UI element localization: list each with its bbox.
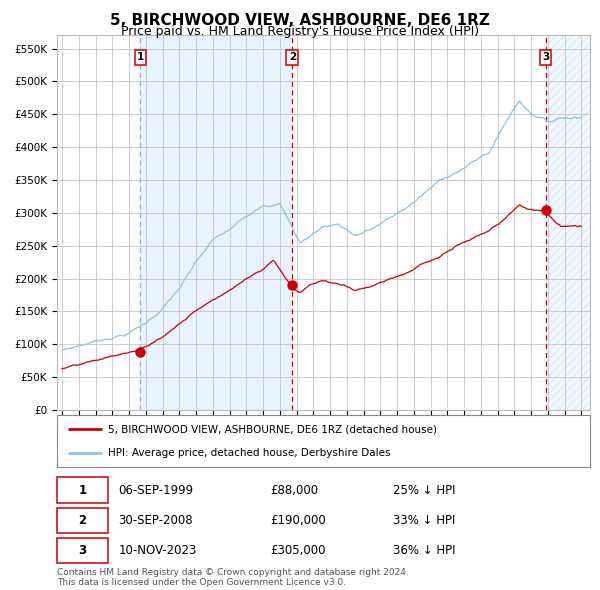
Text: £190,000: £190,000 bbox=[270, 514, 326, 527]
FancyBboxPatch shape bbox=[57, 538, 107, 563]
Text: 06-SEP-1999: 06-SEP-1999 bbox=[118, 484, 193, 497]
Bar bbox=[140, 35, 292, 410]
Text: 36% ↓ HPI: 36% ↓ HPI bbox=[392, 544, 455, 557]
Text: 5, BIRCHWOOD VIEW, ASHBOURNE, DE6 1RZ (detached house): 5, BIRCHWOOD VIEW, ASHBOURNE, DE6 1RZ (d… bbox=[107, 424, 437, 434]
Text: 2: 2 bbox=[289, 53, 296, 63]
Text: 2: 2 bbox=[78, 514, 86, 527]
FancyBboxPatch shape bbox=[57, 507, 107, 533]
Text: 30-SEP-2008: 30-SEP-2008 bbox=[118, 514, 193, 527]
Text: 33% ↓ HPI: 33% ↓ HPI bbox=[392, 514, 455, 527]
Text: £88,000: £88,000 bbox=[270, 484, 318, 497]
Text: £305,000: £305,000 bbox=[270, 544, 326, 557]
Text: Price paid vs. HM Land Registry's House Price Index (HPI): Price paid vs. HM Land Registry's House … bbox=[121, 25, 479, 38]
Text: 1: 1 bbox=[78, 484, 86, 497]
Text: 3: 3 bbox=[542, 53, 549, 63]
Text: 3: 3 bbox=[78, 544, 86, 557]
Text: 5, BIRCHWOOD VIEW, ASHBOURNE, DE6 1RZ: 5, BIRCHWOOD VIEW, ASHBOURNE, DE6 1RZ bbox=[110, 13, 490, 28]
Text: 1: 1 bbox=[137, 53, 144, 63]
Bar bbox=[545, 35, 590, 410]
Text: Contains HM Land Registry data © Crown copyright and database right 2024.
This d: Contains HM Land Registry data © Crown c… bbox=[57, 568, 409, 587]
Text: 10-NOV-2023: 10-NOV-2023 bbox=[118, 544, 197, 557]
FancyBboxPatch shape bbox=[57, 477, 107, 503]
Text: 25% ↓ HPI: 25% ↓ HPI bbox=[392, 484, 455, 497]
Text: HPI: Average price, detached house, Derbyshire Dales: HPI: Average price, detached house, Derb… bbox=[107, 448, 390, 458]
